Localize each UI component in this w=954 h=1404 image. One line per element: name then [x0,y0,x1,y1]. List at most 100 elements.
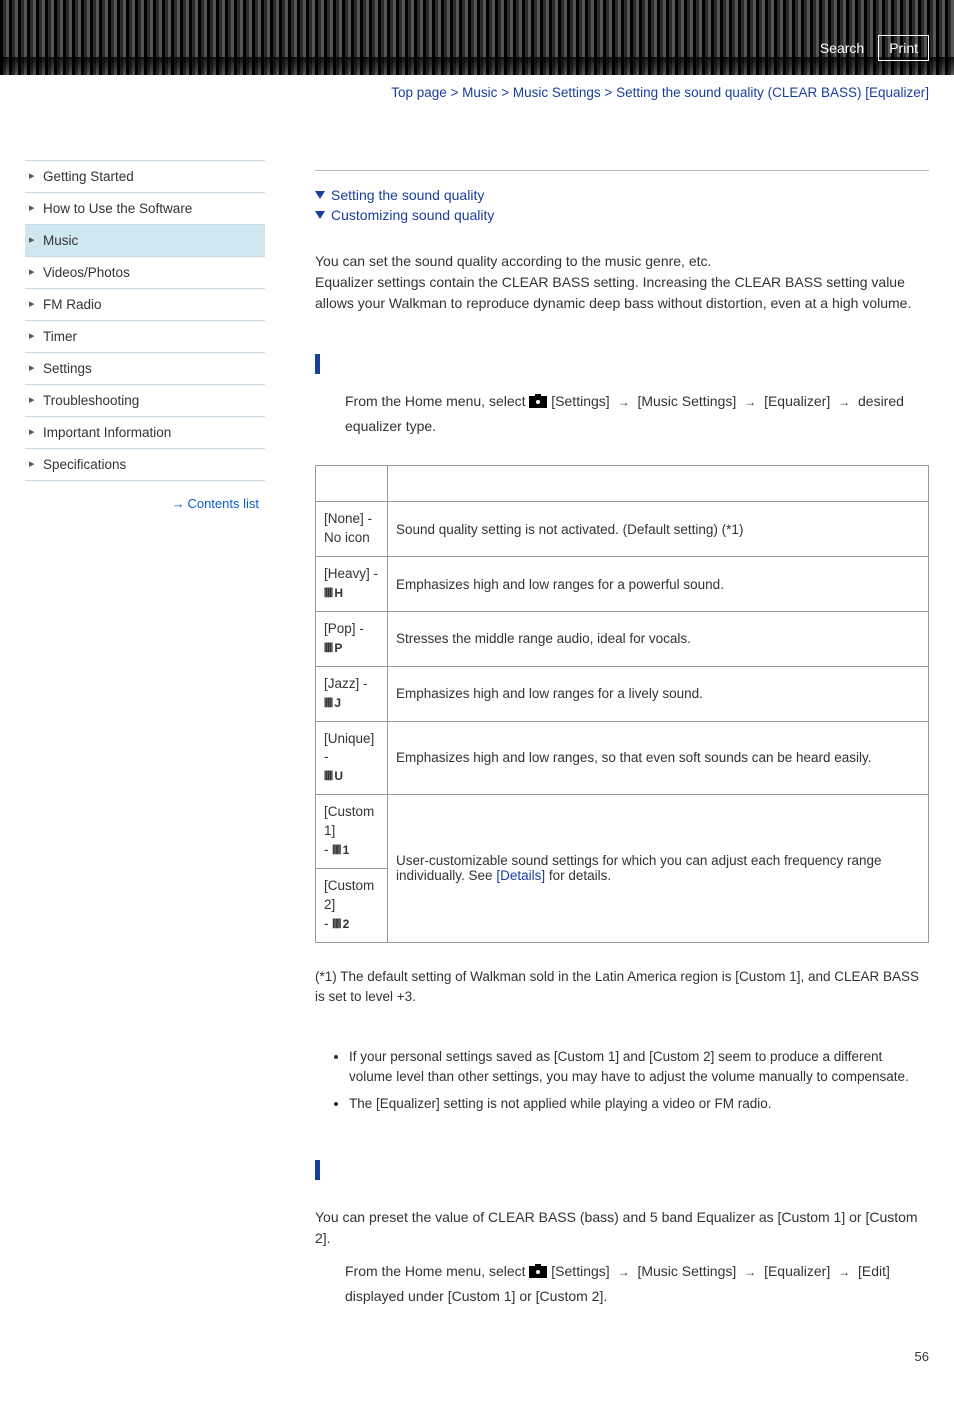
contents-list-link[interactable]: Contents list [187,496,259,511]
sidebar: Getting Started How to Use the Software … [25,75,265,1364]
contents-link-wrap: →Contents list [25,495,265,511]
sidebar-item-important[interactable]: Important Information [25,417,265,449]
cell-type-unique: [Unique] - ⫴⫴ U [316,721,388,795]
equalizer-table: [None] - No icon Sound quality setting is… [315,465,929,942]
type-sub: - [324,842,332,857]
sidebar-item-software[interactable]: How to Use the Software [25,193,265,225]
eq-icon: ⫴⫴ 1 [332,842,348,859]
nav-list: Getting Started How to Use the Software … [25,160,265,481]
table-row: [None] - No icon Sound quality setting is… [316,502,929,557]
sidebar-item-timer[interactable]: Timer [25,321,265,353]
notes-list: If your personal settings saved as [Cust… [315,1047,929,1114]
cell-desc-pop: Stresses the middle range audio, ideal f… [388,611,929,666]
breadcrumb-sep: > [501,85,509,100]
divider [315,170,929,171]
toc-label: Customizing sound quality [331,207,494,223]
toc-item-setting[interactable]: Setting the sound quality [315,187,929,203]
table-row: [Custom 1]- ⫴⫴ 1 User-customizable sound… [316,795,929,869]
toc-label: Setting the sound quality [331,187,484,203]
search-link[interactable]: Search [814,38,870,58]
step-edit: [Edit] [858,1263,890,1279]
cell-desc-jazz: Emphasizes high and low ranges for a liv… [388,666,929,721]
type-label: [Unique] - [324,731,374,765]
table-header-desc [388,466,929,502]
type-label: [None] - [324,511,372,526]
step-customize: From the Home menu, select [Settings] → … [315,1259,929,1309]
type-sub: - [324,916,332,931]
step-settings: [Settings] [551,393,609,409]
right-arrow-icon: → [171,496,184,511]
right-arrow-icon: → [838,392,850,414]
section-mark-icon [315,354,320,374]
eq-icon: ⫴⫴ 2 [332,916,348,933]
type-label: [Jazz] - [324,676,368,691]
settings-icon [529,394,547,408]
header-bar: Search Print [0,0,954,75]
note-item: If your personal settings saved as [Cust… [349,1047,929,1088]
intro-text: You can set the sound quality according … [315,251,929,314]
eq-icon: ⫴⫴ H [324,585,342,602]
sidebar-item-music[interactable]: Music [25,225,265,257]
cell-desc-unique: Emphasizes high and low ranges, so that … [388,721,929,795]
main-content: Top page > Music > Music Settings > Sett… [265,75,929,1364]
cell-type-custom1: [Custom 1] - ⫴⫴ 1 [316,795,388,869]
table-row: [Pop] - ⫴⫴ P Stresses the middle range a… [316,611,929,666]
breadcrumb-music[interactable]: Music [462,85,497,100]
type-sub: No icon [324,530,370,545]
step-prefix: From the Home menu, select [345,1263,529,1279]
step-music-settings: [Music Settings] [637,1263,736,1279]
sidebar-item-specs[interactable]: Specifications [25,449,265,481]
intro-p2: Equalizer settings contain the CLEAR BAS… [315,272,929,314]
breadcrumb-music-settings[interactable]: Music Settings [513,85,601,100]
toc-item-customizing[interactable]: Customizing sound quality [315,207,929,223]
footnote: (*1) The default setting of Walkman sold… [315,967,929,1008]
right-arrow-icon: → [744,392,756,414]
page-number: 56 [315,1349,929,1364]
table-row: [Heavy] -⫴⫴ H Emphasizes high and low ra… [316,557,929,612]
table-header-type [316,466,388,502]
eq-icon: ⫴⫴ P [324,640,341,657]
breadcrumb-current: Setting the sound quality (CLEAR BASS) [… [616,85,929,100]
step-settings: [Settings] [551,1263,609,1279]
header-controls: Search Print [814,35,929,61]
details-link[interactable]: [Details] [496,868,545,883]
sidebar-item-getting-started[interactable]: Getting Started [25,161,265,193]
settings-icon [529,1264,547,1278]
table-header-row [316,466,929,502]
cell-type-none: [None] - No icon [316,502,388,557]
step-music-settings: [Music Settings] [637,393,736,409]
step-equalizer: [Equalizer] [764,393,830,409]
step-setting: From the Home menu, select [Settings] → … [315,389,929,439]
desc-text: User-customizable sound settings for whi… [396,853,882,883]
eq-icon: ⫴⫴ J [324,695,340,712]
cell-type-jazz: [Jazz] - ⫴⫴ J [316,666,388,721]
type-label: [Pop] - [324,621,364,636]
breadcrumb-sep: > [604,85,612,100]
cell-desc-heavy: Emphasizes high and low ranges for a pow… [388,557,929,612]
cell-desc-none: Sound quality setting is not activated. … [388,502,929,557]
print-button[interactable]: Print [878,35,929,61]
sidebar-item-trouble[interactable]: Troubleshooting [25,385,265,417]
note-item: The [Equalizer] setting is not applied w… [349,1094,929,1114]
sidebar-item-fm[interactable]: FM Radio [25,289,265,321]
desc-text: for details. [545,868,611,883]
eq-icon: ⫴⫴ U [324,768,342,785]
down-arrow-icon [315,191,325,199]
breadcrumb-sep: > [451,85,459,100]
cell-type-heavy: [Heavy] -⫴⫴ H [316,557,388,612]
step-prefix: From the Home menu, select [345,393,529,409]
breadcrumb: Top page > Music > Music Settings > Sett… [315,85,929,100]
sidebar-item-videos[interactable]: Videos/Photos [25,257,265,289]
breadcrumb-top[interactable]: Top page [391,85,447,100]
type-label: [Custom 2] [324,878,374,912]
sidebar-item-settings[interactable]: Settings [25,353,265,385]
right-arrow-icon: → [618,1262,630,1284]
section-mark-icon [315,1160,320,1180]
type-label: [Custom 1] [324,804,374,838]
table-row: [Jazz] - ⫴⫴ J Emphasizes high and low ran… [316,666,929,721]
page-wrap: Getting Started How to Use the Software … [0,75,954,1404]
step-suffix: displayed under [Custom 1] or [Custom 2]… [345,1288,607,1304]
intro-p1: You can set the sound quality according … [315,251,929,272]
cell-desc-custom: User-customizable sound settings for whi… [388,795,929,942]
down-arrow-icon [315,211,325,219]
